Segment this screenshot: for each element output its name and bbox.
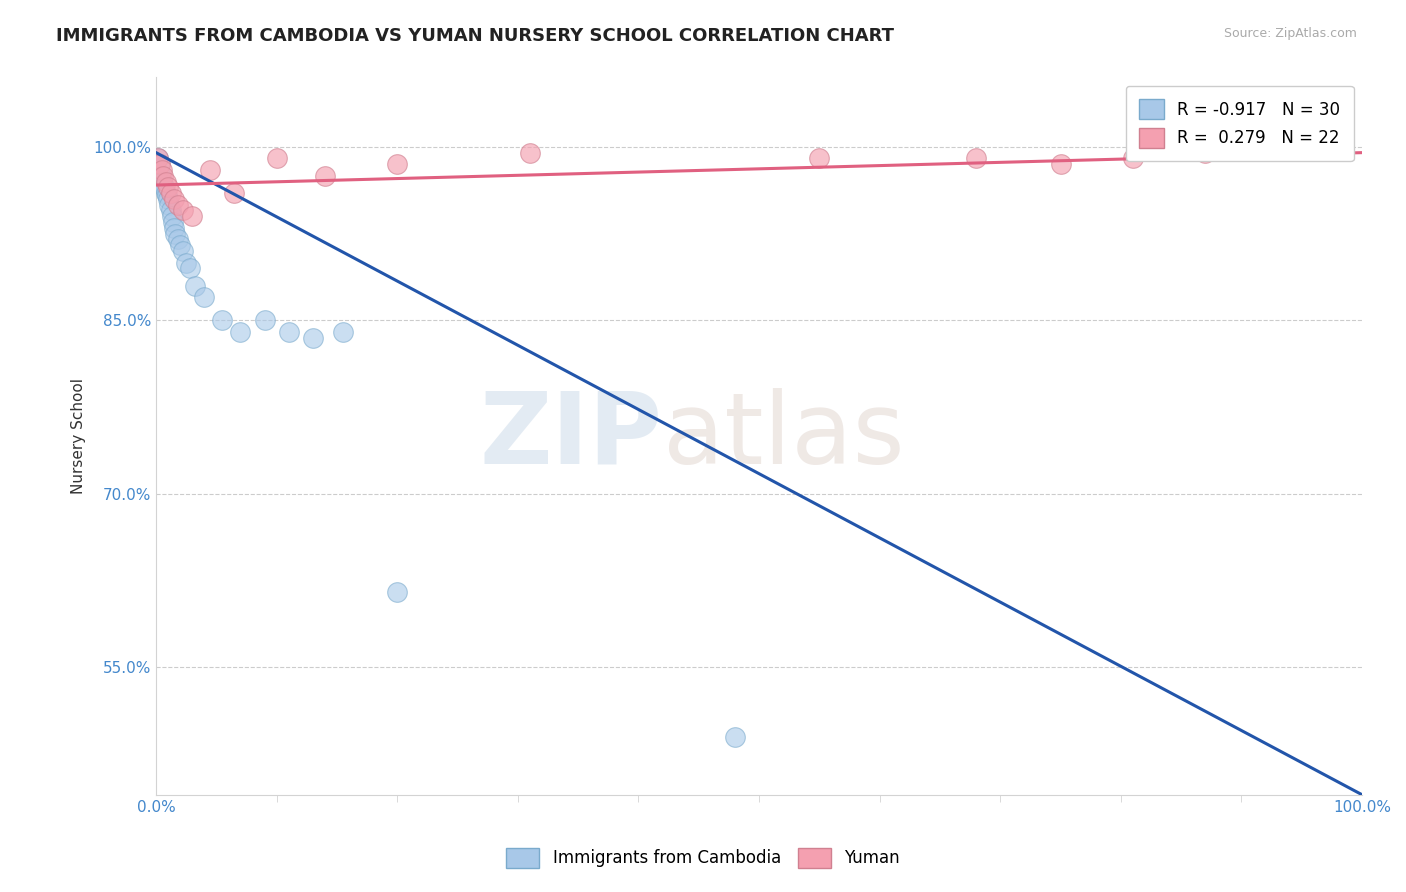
Yuman [314, 169, 336, 183]
Immigrants from Cambodia [183, 278, 205, 293]
Text: atlas: atlas [662, 387, 904, 484]
Legend: R = -0.917   N = 30, R =  0.279   N = 22: R = -0.917 N = 30, R = 0.279 N = 22 [1126, 86, 1354, 161]
Immigrants from Cambodia [155, 186, 177, 201]
Immigrants from Cambodia [149, 169, 172, 183]
Yuman [163, 192, 186, 206]
Immigrants from Cambodia [179, 261, 201, 276]
Immigrants from Cambodia [149, 157, 172, 171]
Yuman [387, 157, 409, 171]
Yuman [965, 152, 987, 166]
Yuman [224, 186, 246, 201]
Yuman [1049, 157, 1071, 171]
Text: Source: ZipAtlas.com: Source: ZipAtlas.com [1223, 27, 1357, 40]
Legend: Immigrants from Cambodia, Yuman: Immigrants from Cambodia, Yuman [499, 841, 907, 875]
Immigrants from Cambodia [169, 238, 191, 252]
Immigrants from Cambodia [387, 585, 409, 599]
Immigrants from Cambodia [174, 255, 197, 269]
Immigrants from Cambodia [211, 313, 233, 327]
Yuman [181, 209, 204, 223]
Immigrants from Cambodia [157, 192, 180, 206]
Immigrants from Cambodia [148, 152, 170, 166]
Yuman [1194, 145, 1216, 160]
Immigrants from Cambodia [162, 215, 184, 229]
Immigrants from Cambodia [152, 177, 174, 191]
Yuman [157, 180, 180, 194]
Immigrants from Cambodia [163, 220, 186, 235]
Immigrants from Cambodia [150, 175, 173, 189]
Immigrants from Cambodia [159, 203, 181, 218]
Yuman [159, 186, 181, 201]
Yuman [152, 169, 174, 183]
Immigrants from Cambodia [166, 232, 188, 246]
Yuman [155, 175, 177, 189]
Yuman [166, 197, 188, 211]
Immigrants from Cambodia [301, 331, 323, 345]
Yuman [1122, 152, 1144, 166]
Immigrants from Cambodia [724, 730, 747, 744]
Y-axis label: Nursery School: Nursery School [72, 378, 86, 494]
Immigrants from Cambodia [172, 244, 194, 258]
Immigrants from Cambodia [332, 325, 354, 339]
Immigrants from Cambodia [277, 325, 299, 339]
Text: IMMIGRANTS FROM CAMBODIA VS YUMAN NURSERY SCHOOL CORRELATION CHART: IMMIGRANTS FROM CAMBODIA VS YUMAN NURSER… [56, 27, 894, 45]
Immigrants from Cambodia [229, 325, 252, 339]
Immigrants from Cambodia [153, 180, 176, 194]
Text: ZIP: ZIP [479, 387, 662, 484]
Immigrants from Cambodia [165, 227, 187, 241]
Yuman [149, 157, 172, 171]
Yuman [808, 152, 831, 166]
Yuman [266, 152, 288, 166]
Yuman [150, 163, 173, 178]
Immigrants from Cambodia [157, 197, 180, 211]
Immigrants from Cambodia [160, 209, 183, 223]
Yuman [172, 203, 194, 218]
Yuman [148, 152, 170, 166]
Yuman [200, 163, 222, 178]
Immigrants from Cambodia [156, 188, 179, 202]
Immigrants from Cambodia [193, 290, 215, 304]
Immigrants from Cambodia [253, 313, 276, 327]
Yuman [519, 145, 541, 160]
